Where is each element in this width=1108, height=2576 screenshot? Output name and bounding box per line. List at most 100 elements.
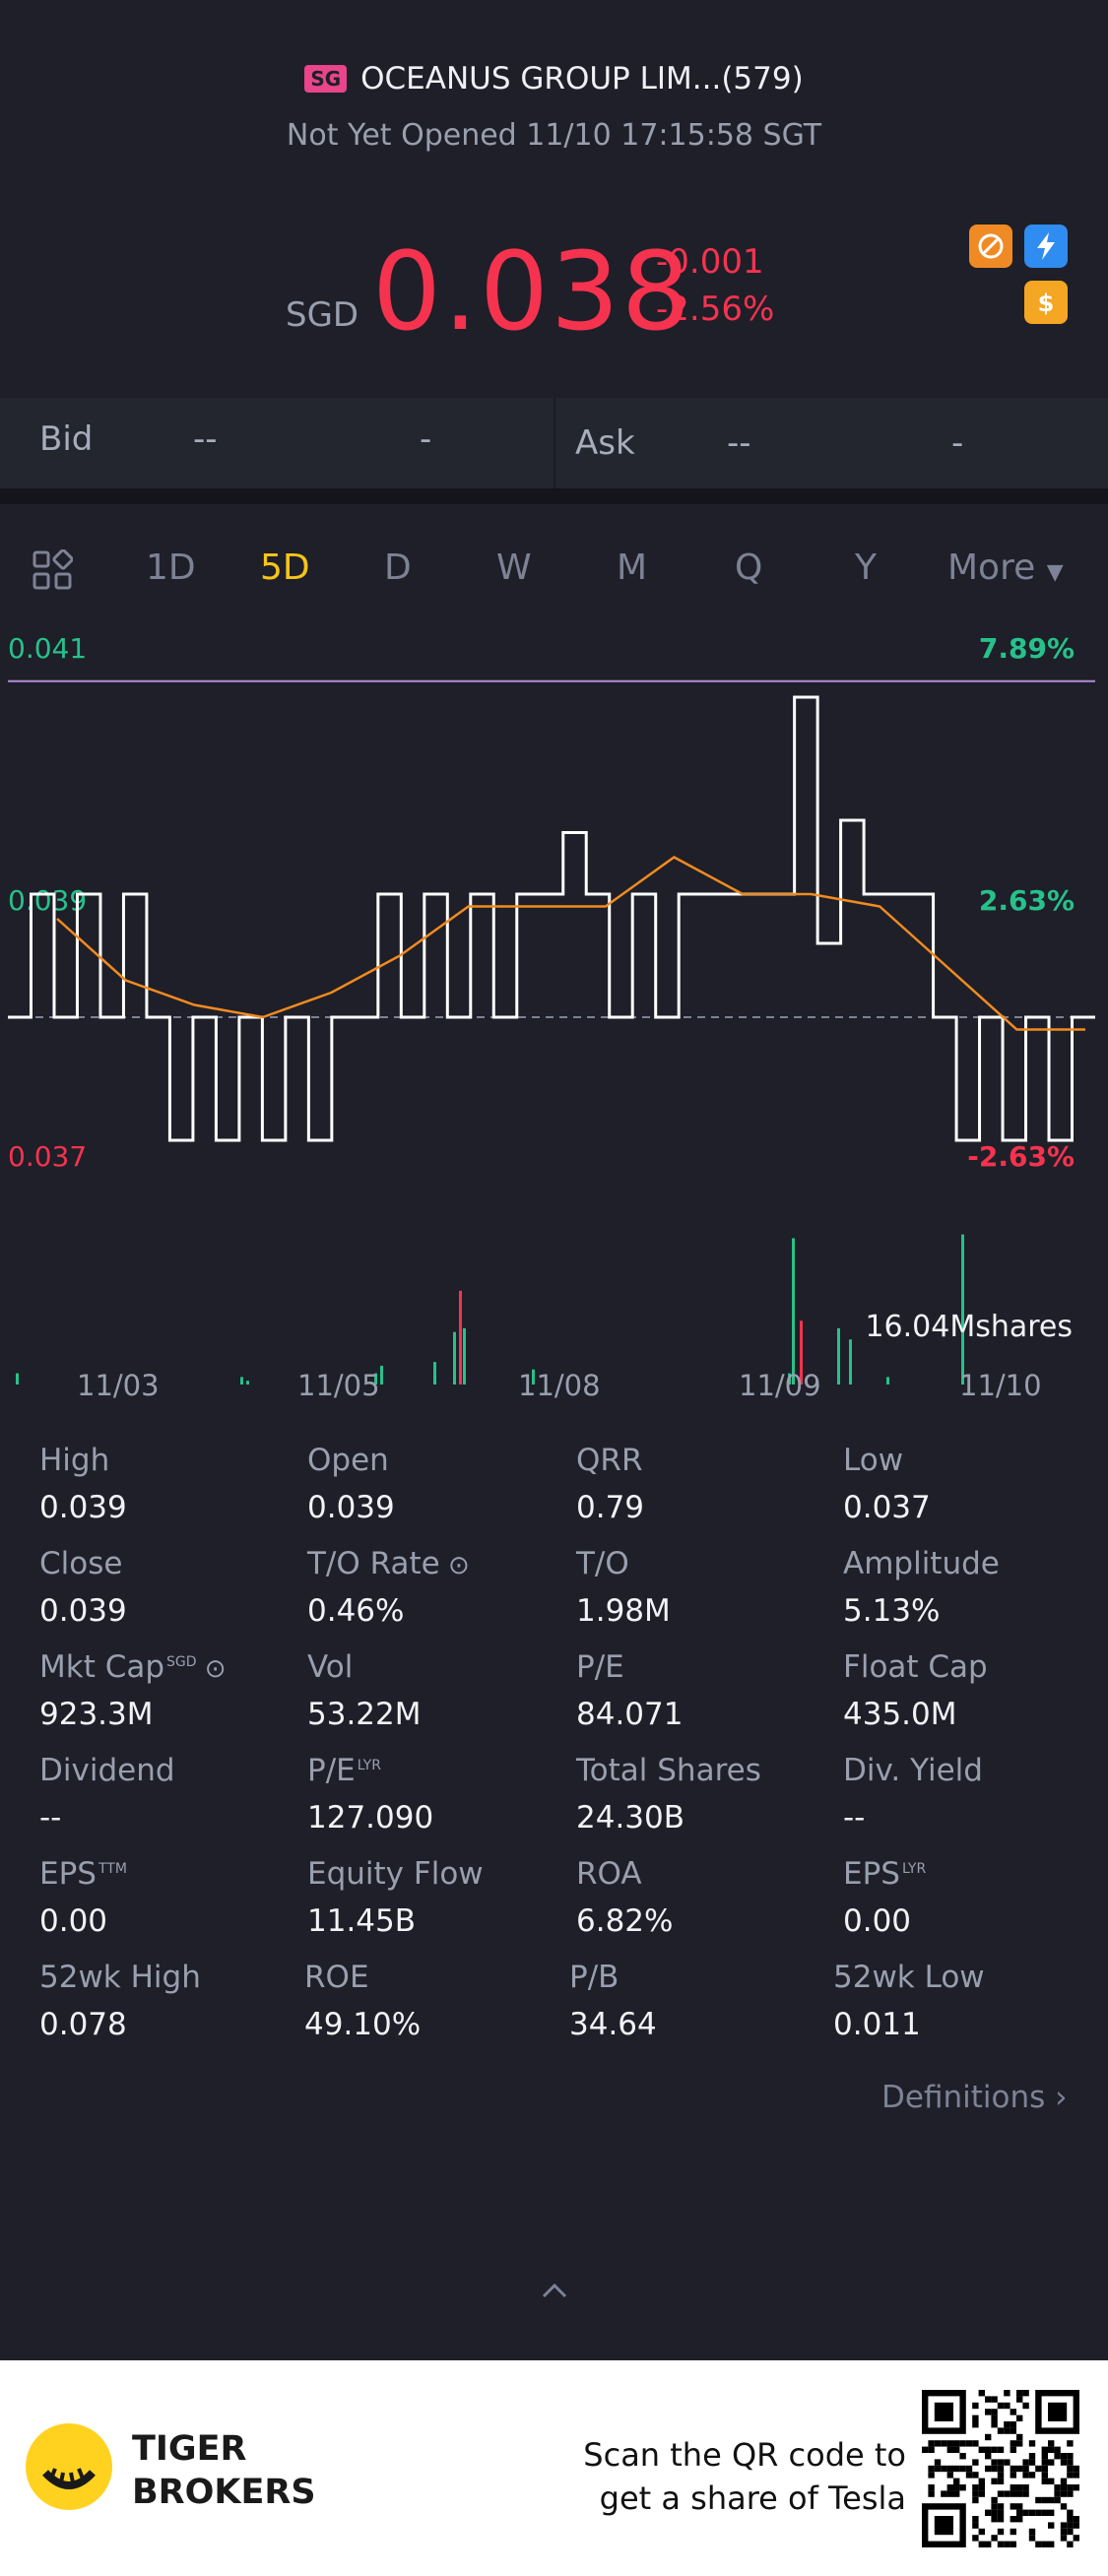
volume-label: 16.04Mshares	[865, 1310, 1073, 1344]
stat-label-text: Total Shares	[576, 1753, 761, 1788]
stat-label-text: Vol	[307, 1649, 354, 1685]
qr-line1: Scan the QR code to	[583, 2436, 906, 2474]
info-icon[interactable]: ⊙	[196, 1654, 227, 1684]
stat-value: 435.0M	[843, 1697, 957, 1732]
lightning-icon[interactable]	[1024, 225, 1068, 268]
stat-label-text: High	[39, 1443, 110, 1478]
no-short-icon[interactable]	[969, 225, 1012, 268]
stat-label: 52wk High	[39, 1960, 201, 1995]
tab-5d[interactable]: 5D	[260, 547, 310, 588]
stock-title[interactable]: OCEANUS GROUP LIM...(579)	[360, 61, 804, 97]
stat-value: 6.82%	[576, 1903, 674, 1939]
price-plot	[8, 679, 1095, 1142]
tab-1d[interactable]: 1D	[146, 547, 196, 588]
tab-m[interactable]: M	[617, 547, 648, 588]
volume-bar	[453, 1331, 456, 1385]
volume-bar	[463, 1327, 466, 1385]
y-left-mid: 0.039	[8, 884, 88, 917]
stat-value: 11.45B	[307, 1903, 417, 1939]
volume-bar	[459, 1290, 462, 1385]
info-icon[interactable]: ⊙	[439, 1551, 470, 1580]
stat-label-text: EPS	[843, 1856, 900, 1892]
more-label: More	[947, 547, 1036, 588]
stat-value: 923.3M	[39, 1697, 154, 1732]
qr-line2: get a share of Tesla	[599, 2479, 906, 2517]
x-label-1103: 11/03	[77, 1369, 160, 1402]
stat-label: P/B	[569, 1960, 619, 1995]
tab-more[interactable]: More ▼	[947, 547, 1064, 588]
qr-code[interactable]	[922, 2390, 1079, 2547]
stat-label: High	[39, 1443, 109, 1478]
currency-label: SGD	[286, 295, 359, 335]
stat-value: 0.039	[307, 1490, 395, 1525]
volume-plot	[16, 1234, 964, 1385]
y-right-top: 7.89%	[978, 632, 1075, 665]
intraday-chart[interactable]: 0.041 0.039 0.037 7.89% 2.63% -2.63% 16.…	[0, 620, 1108, 1408]
stat-value: 0.79	[576, 1490, 645, 1525]
stat-label-text: P/B	[569, 1960, 619, 1995]
y-left-top: 0.041	[8, 632, 88, 665]
market-status: Not Yet Opened 11/10 17:15:58 SGT	[286, 118, 822, 153]
price-change-pct: -2.56%	[656, 290, 775, 329]
stat-label: P/E	[576, 1649, 624, 1685]
volume-bar	[788, 1373, 791, 1385]
stat-label-text: Mkt Cap	[39, 1649, 165, 1685]
y-right-mid: 2.63%	[978, 884, 1075, 917]
bid-ask-divider	[554, 398, 555, 488]
volume-bar	[16, 1373, 19, 1385]
brand-name: TIGER BROKERS	[132, 2427, 316, 2514]
stat-label-text: T/O Rate	[307, 1546, 440, 1581]
stat-label: Close	[39, 1546, 122, 1581]
stat-label-text: Float Cap	[843, 1649, 988, 1685]
x-label-1105: 11/05	[297, 1369, 380, 1402]
stat-qualifier: TTM	[98, 1860, 127, 1877]
stat-label-text: Div. Yield	[843, 1753, 983, 1788]
stat-value: 0.078	[39, 2007, 127, 2042]
stat-label: QRR	[576, 1443, 642, 1478]
ask-price: --	[727, 423, 751, 463]
stat-label: EPS LYR	[843, 1856, 926, 1892]
stat-label: Equity Flow	[307, 1856, 484, 1892]
tab-w[interactable]: W	[496, 547, 532, 588]
volume-bar	[433, 1362, 436, 1385]
stat-value: 0.011	[833, 2007, 921, 2042]
chevron-right-icon: ›	[1055, 2080, 1068, 2115]
stat-label-text: Dividend	[39, 1753, 175, 1788]
stat-label-text: 52wk Low	[833, 1960, 985, 1995]
stat-label-text: EPS	[39, 1856, 97, 1892]
tab-d[interactable]: D	[384, 547, 412, 588]
caret-down-icon: ▼	[1046, 560, 1064, 585]
bid-label: Bid	[39, 419, 94, 459]
section-divider	[0, 488, 1108, 504]
volume-bar	[380, 1365, 383, 1385]
tab-q[interactable]: Q	[735, 547, 763, 588]
stat-label-text: P/E	[307, 1753, 356, 1788]
stat-value: 0.46%	[307, 1593, 405, 1629]
volume-bar	[792, 1238, 795, 1385]
stat-label: ROE	[304, 1960, 369, 1995]
stat-label: Total Shares	[576, 1753, 761, 1788]
tab-y[interactable]: Y	[855, 547, 877, 588]
x-label-1110: 11/10	[959, 1369, 1042, 1402]
stat-value: --	[843, 1800, 866, 1835]
volume-bar	[240, 1377, 243, 1385]
stat-value: 0.039	[39, 1593, 127, 1629]
volume-bar	[532, 1369, 535, 1385]
definitions-link[interactable]: Definitions ›	[881, 2080, 1068, 2115]
stat-label: 52wk Low	[833, 1960, 985, 1995]
stock-title-bar: SG OCEANUS GROUP LIM...(579)	[0, 61, 1108, 97]
x-label-1108: 11/08	[518, 1369, 601, 1402]
grid-icon[interactable]	[32, 548, 74, 595]
volume-bar	[374, 1373, 377, 1385]
chevron-up-icon[interactable]	[540, 2281, 569, 2304]
dollar-icon[interactable]: $	[1024, 281, 1068, 324]
volume-bar	[837, 1327, 840, 1385]
y-right-bottom: -2.63%	[967, 1140, 1075, 1173]
ask-label: Ask	[575, 423, 635, 463]
stat-value: 0.00	[39, 1903, 108, 1939]
stat-label-text: Open	[307, 1443, 389, 1478]
stat-label: Low	[843, 1443, 903, 1478]
stat-label-text: Equity Flow	[307, 1856, 484, 1892]
stat-value: 53.22M	[307, 1697, 422, 1732]
tiger-logo-icon	[26, 2423, 112, 2510]
